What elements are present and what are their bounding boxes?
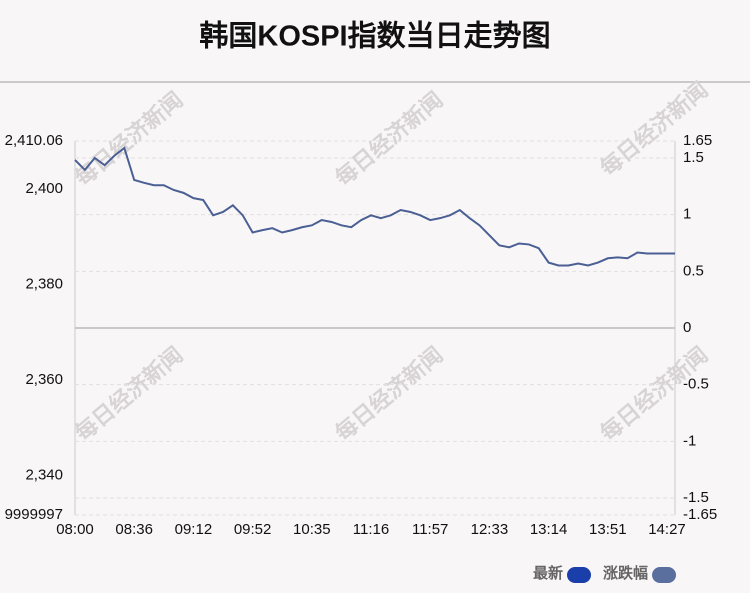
y2-tick-label: 0.5	[683, 262, 704, 279]
x-tick-label: 11:16	[353, 521, 389, 538]
x-tick-label: 09:12	[175, 521, 213, 538]
y2-tick-label: 1	[683, 206, 691, 223]
y2-tick-label: -1.5	[683, 489, 709, 506]
x-tick-label: 10:35	[293, 521, 331, 538]
legend-label: 最新	[533, 564, 563, 582]
y2-tick-label: -1.65	[683, 506, 717, 523]
watermark: 每日经济新闻	[595, 342, 713, 447]
y2-tick-label: -1	[683, 432, 696, 449]
y-tick-label: 2,410.06	[5, 132, 63, 149]
y-tick-label: 9999997	[5, 506, 63, 523]
legend-swatch	[567, 567, 592, 583]
y-tick-label: 2,340	[25, 467, 63, 484]
y-tick-label: 2,360	[25, 371, 63, 388]
y-tick-label: 2,400	[25, 180, 63, 197]
watermark: 每日经济新闻	[330, 87, 448, 192]
chart-title: 韩国KOSPI指数当日走势图	[199, 20, 550, 53]
x-tick-label: 13:14	[530, 521, 568, 538]
x-tick-label: 13:51	[589, 521, 627, 538]
x-tick-label: 14:27	[648, 521, 686, 538]
y2-tick-label: 1.5	[683, 149, 704, 166]
x-tick-label: 11:57	[412, 521, 448, 538]
watermark: 每日经济新闻	[70, 342, 188, 447]
legend-label: 涨跌幅	[603, 564, 648, 582]
x-tick-label: 08:00	[56, 521, 94, 538]
watermark: 每日经济新闻	[330, 342, 448, 447]
y2-tick-label: 0	[683, 319, 691, 336]
x-tick-label: 09:52	[234, 521, 272, 538]
y-tick-label: 2,380	[25, 276, 63, 293]
price-line	[74, 146, 667, 267]
x-tick-label: 08:36	[115, 521, 153, 538]
watermark: 每日经济新闻	[70, 87, 188, 192]
y2-tick-label: 1.65	[683, 132, 712, 149]
legend-swatch	[652, 567, 677, 583]
y2-tick-label: -0.5	[683, 376, 709, 393]
x-tick-label: 12:33	[471, 521, 509, 538]
